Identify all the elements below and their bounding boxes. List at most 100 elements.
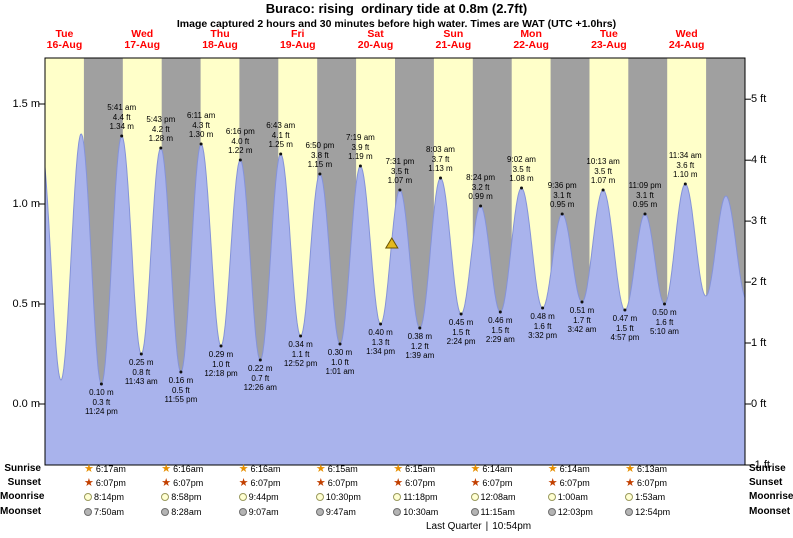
sunset-time-entry: ★ 6:07pm [161, 477, 203, 489]
annotation-line: 0.7 ft [251, 373, 270, 383]
annotation-line: 4.0 ft [231, 136, 250, 146]
sunrise-time-entry: ★ 6:16am [239, 463, 281, 475]
tide-extreme-dot [541, 306, 545, 310]
moonrise-moon-icon [547, 493, 556, 501]
sunrise-star-icon: ★ [238, 462, 249, 475]
tide-high-annotation: 11:09 pm 3.1 ft 0.95 m [629, 181, 662, 210]
annotation-line: 10:13 am [586, 157, 620, 166]
tide-high-annotation: 7:19 am 3.9 ft 1.19 m [346, 133, 375, 162]
tide-extreme-dot [439, 176, 442, 180]
annotation-line: 0.30 m [327, 348, 353, 357]
moonrise-time: 1:00am [557, 492, 588, 502]
tide-extreme-dot [120, 134, 124, 138]
day-name: Sun [443, 28, 464, 40]
tide-high-annotation: 7:31 pm 3.5 ft 1.07 m [385, 157, 414, 186]
annotation-line: 1.1 ft [291, 349, 310, 359]
moonset-time: 12:03pm [557, 507, 593, 517]
moonset-time-entry: 9:07am [238, 506, 279, 518]
day-date: 20-Aug [357, 39, 394, 51]
moonset-time-entry: 9:47am [315, 506, 356, 518]
moonrise-time: 8:58pm [171, 492, 202, 502]
moonrise-time-entry: 9:44pm [238, 491, 279, 503]
day-label: Thu 18-Aug [185, 29, 255, 51]
day-name: Wed [131, 28, 154, 40]
tide-extreme-dot [299, 334, 303, 338]
moonrise-time: 11:18pm [403, 492, 438, 502]
tide-low-annotation: 0.50 m 1.6 ft 5:10 am [650, 308, 679, 337]
annotation-line: 11:55 pm [164, 395, 198, 404]
annotation-line: 0.95 m [632, 200, 658, 209]
day-date: 16-Aug [46, 39, 83, 51]
day-label: Tue 16-Aug [29, 29, 99, 51]
sunrise-time: 6:14am [482, 464, 513, 474]
tide-extreme-dot [601, 188, 605, 192]
sunset-star-icon: ★ [238, 476, 249, 489]
tide-low-annotation: 0.48 m 1.6 ft 3:32 pm [528, 312, 557, 341]
astro-row-label-moonrise: Moonrise [749, 491, 793, 502]
sunrise-star-icon: ★ [161, 462, 172, 475]
annotation-line: 1:01 am [325, 367, 355, 376]
sunset-time-entry: ★ 6:07pm [625, 477, 667, 489]
astro-row-label-moonset: Moonset [0, 506, 42, 517]
annotation-line: 0.47 m [612, 314, 638, 323]
tide-extreme-dot [279, 152, 283, 156]
sunrise-time: 6:16am [250, 464, 281, 474]
plot-border [44, 57, 746, 466]
sunrise-time: 6:15am [327, 464, 358, 474]
tide-extreme-dot [99, 382, 103, 386]
annotation-line: 11:24 pm [85, 407, 118, 416]
y-axis-label-ft: -1 ft [751, 458, 770, 471]
moonset-moon-icon [393, 508, 402, 516]
annotation-line: 1.22 m [228, 146, 253, 155]
sunrise-time-entry: ★ 6:14am [548, 463, 590, 475]
annotation-line: 0.38 m [407, 332, 433, 341]
tide-low-annotation: 0.22 m 0.7 ft 12:26 am [244, 364, 277, 393]
moonrise-moon-icon [238, 493, 247, 501]
sunset-time: 6:07pm [327, 478, 358, 488]
sunset-time-entry: ★ 6:07pm [548, 477, 590, 489]
sunset-time-entry: ★ 6:07pm [316, 477, 358, 489]
tide-low-annotation: 0.30 m 1.0 ft 1:01 am [326, 348, 355, 377]
annotation-line: 4:57 pm [610, 333, 640, 342]
day-name: Thu [210, 28, 230, 40]
annotation-line: 1.07 m [387, 176, 413, 185]
tide-extreme-dot [258, 358, 262, 362]
moonrise-time: 8:14pm [94, 492, 125, 502]
moonrise-time: 10:30pm [325, 492, 361, 502]
annotation-line: 5:43 pm [146, 115, 176, 124]
sunset-star-icon: ★ [393, 476, 404, 489]
day-label: Mon 22-Aug [496, 29, 566, 51]
y-axis-label-ft: 3 ft [751, 215, 767, 228]
moonset-time-entry: 10:30am [393, 506, 438, 518]
sunset-time-entry: ★ 6:07pm [471, 477, 513, 489]
sunset-time: 6:07pm [482, 478, 513, 488]
sunrise-star-icon: ★ [470, 462, 481, 475]
moonset-time-entry: 12:03pm [547, 506, 593, 518]
moonset-time-entry: 8:28am [161, 506, 201, 518]
annotation-line: 1.0 ft [331, 357, 349, 367]
moonset-moon-icon [315, 508, 324, 516]
annotation-line: 1.08 m [509, 174, 534, 183]
moonrise-time: 9:44pm [248, 492, 279, 502]
tide-high-annotation: 10:13 am 3.5 ft 1.07 m [586, 157, 619, 186]
tide-extreme-dot [479, 204, 483, 208]
annotation-line: 0.10 m [89, 388, 114, 397]
annotation-line: 0.34 m [288, 340, 313, 349]
moonset-moon-icon [547, 508, 556, 516]
sunrise-time-entry: ★ 6:17am [84, 463, 126, 475]
sunset-time: 6:07pm [636, 478, 667, 488]
tide-low-annotation: 0.38 m 1.2 ft 1:39 am [405, 332, 434, 361]
moonrise-time: 1:53am [635, 492, 666, 502]
annotation-line: 1.5 ft [452, 327, 470, 337]
moonset-time: 9:07am [248, 507, 279, 517]
annotation-line: 1.5 ft [615, 323, 634, 333]
day-date: 22-Aug [513, 39, 549, 51]
moonrise-moon-icon [161, 493, 170, 501]
annotation-line: 8:03 am [426, 145, 455, 154]
annotation-line: 1.13 m [428, 164, 453, 173]
sunrise-time-entry: ★ 6:15am [316, 463, 358, 475]
tide-high-annotation: 9:36 pm 3.1 ft 0.95 m [548, 181, 577, 210]
annotation-line: 6:11 am [186, 111, 216, 120]
annotation-line: 0.99 m [468, 192, 493, 201]
